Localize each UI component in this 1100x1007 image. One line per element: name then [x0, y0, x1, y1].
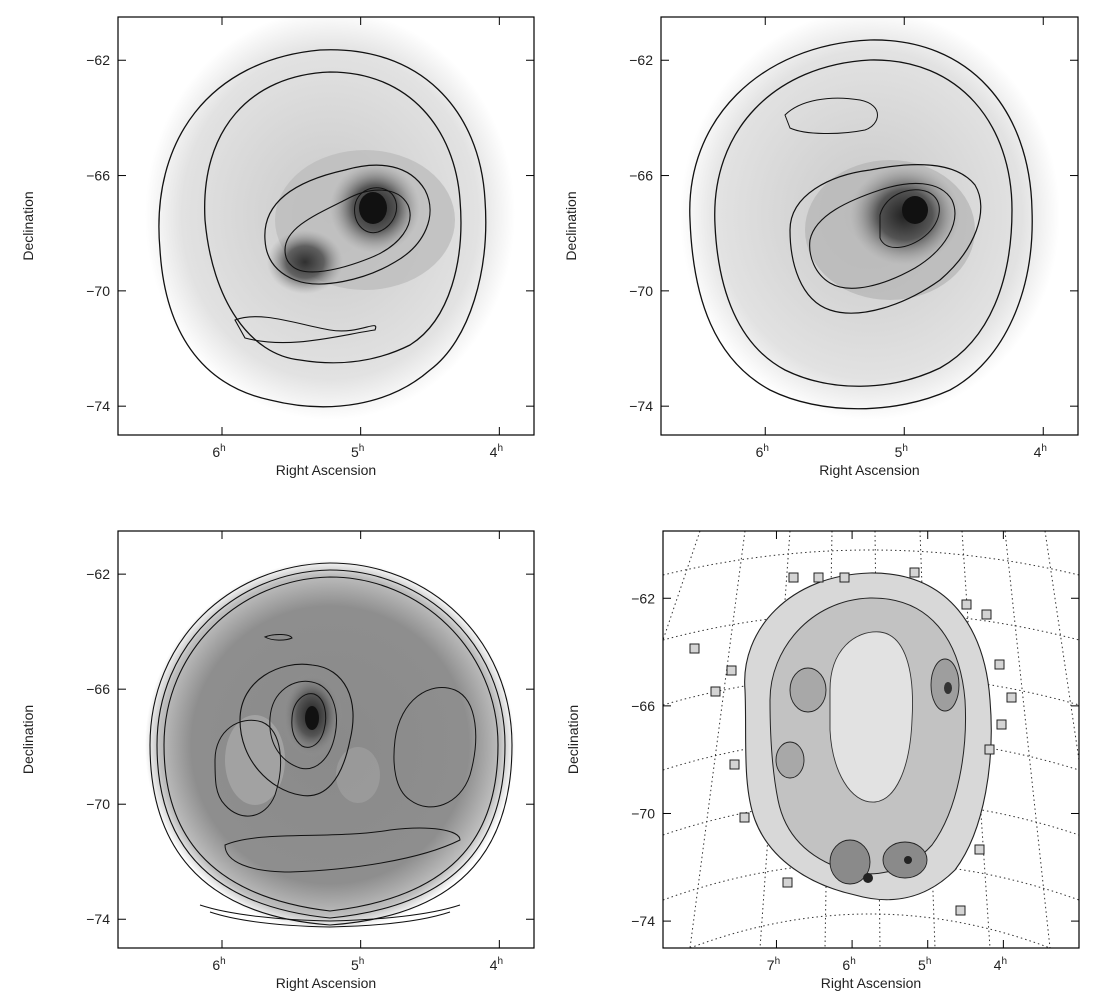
y-axis-label: Declination	[20, 191, 36, 260]
x-tick-label: 6h	[212, 956, 225, 973]
x-tick-unit: h	[359, 443, 365, 454]
panel-top-right	[660, 16, 1079, 436]
y-tick-label: −62	[631, 590, 655, 606]
x-tick-label: 6h	[842, 956, 855, 973]
x-tick-label: 4h	[1034, 443, 1047, 460]
y-tick-label: −66	[86, 168, 110, 184]
x-tick-value: 4	[490, 444, 498, 460]
x-tick-label: 6h	[212, 443, 225, 460]
y-tick-label: −62	[86, 52, 110, 68]
x-axis-label: Right Ascension	[276, 462, 376, 478]
y-tick-label: −66	[631, 698, 655, 714]
y-tick-label: −66	[629, 168, 653, 184]
x-axis-label: Right Ascension	[821, 975, 921, 991]
x-tick-label: 7h	[767, 956, 780, 973]
x-tick-unit: h	[359, 956, 365, 967]
panel-bottom-right-frame	[662, 530, 1080, 949]
panel-bottom-right	[662, 530, 1080, 949]
y-tick-label: −70	[631, 805, 655, 821]
x-tick-value: 6	[756, 444, 764, 460]
x-tick-value: 4	[994, 957, 1002, 973]
y-tick-label: −62	[86, 566, 110, 582]
x-tick-value: 4	[490, 957, 498, 973]
x-tick-label: 4h	[490, 956, 503, 973]
x-axis-label: Right Ascension	[276, 975, 376, 991]
panel-top-right-frame	[660, 16, 1079, 436]
panel-bottom-left-frame	[117, 530, 535, 949]
y-tick-label: −70	[86, 796, 110, 812]
x-tick-label: 4h	[490, 443, 503, 460]
panel-bottom-left-image	[145, 560, 515, 930]
y-tick-label: −74	[86, 398, 110, 414]
x-tick-value: 6	[212, 444, 220, 460]
x-tick-unit: h	[220, 443, 226, 454]
y-tick-label: −66	[86, 681, 110, 697]
x-tick-value: 5	[351, 957, 359, 973]
x-tick-value: 6	[842, 957, 850, 973]
panel-top-right-image	[680, 17, 1060, 420]
y-axis-label: Declination	[20, 705, 36, 774]
x-tick-label: 6h	[756, 443, 769, 460]
x-tick-unit: h	[1001, 956, 1007, 967]
y-tick-label: −74	[629, 398, 653, 414]
panel-bottom-left	[117, 530, 535, 949]
x-tick-unit: h	[775, 956, 781, 967]
x-tick-unit: h	[220, 956, 226, 967]
panel-top-left	[117, 16, 535, 436]
x-tick-unit: h	[1041, 443, 1047, 454]
x-tick-value: 5	[918, 957, 926, 973]
sparse-field-markers	[689, 567, 1017, 916]
y-tick-label: −70	[629, 283, 653, 299]
y-tick-label: −74	[631, 913, 655, 929]
y-tick-label: −74	[86, 911, 110, 927]
x-tick-value: 7	[767, 957, 775, 973]
x-tick-unit: h	[763, 443, 769, 454]
y-tick-label: −70	[86, 283, 110, 299]
panel-top-left-image	[145, 17, 515, 420]
panel-top-left-frame	[117, 16, 535, 436]
y-axis-label: Declination	[563, 191, 579, 260]
x-tick-unit: h	[497, 956, 503, 967]
x-tick-value: 5	[351, 444, 359, 460]
x-tick-label: 4h	[994, 956, 1007, 973]
x-tick-value: 5	[895, 444, 903, 460]
x-tick-unit: h	[497, 443, 503, 454]
panel-bottom-right-image	[663, 531, 1079, 948]
x-axis-label: Right Ascension	[819, 462, 919, 478]
x-tick-value: 6	[212, 957, 220, 973]
y-axis-label: Declination	[565, 705, 581, 774]
x-tick-label: 5h	[351, 443, 364, 460]
x-tick-value: 4	[1034, 444, 1042, 460]
x-tick-label: 5h	[895, 443, 908, 460]
x-tick-label: 5h	[918, 956, 931, 973]
y-tick-label: −62	[629, 52, 653, 68]
x-tick-unit: h	[850, 956, 856, 967]
x-tick-unit: h	[926, 956, 932, 967]
x-tick-unit: h	[902, 443, 908, 454]
x-tick-label: 5h	[351, 956, 364, 973]
